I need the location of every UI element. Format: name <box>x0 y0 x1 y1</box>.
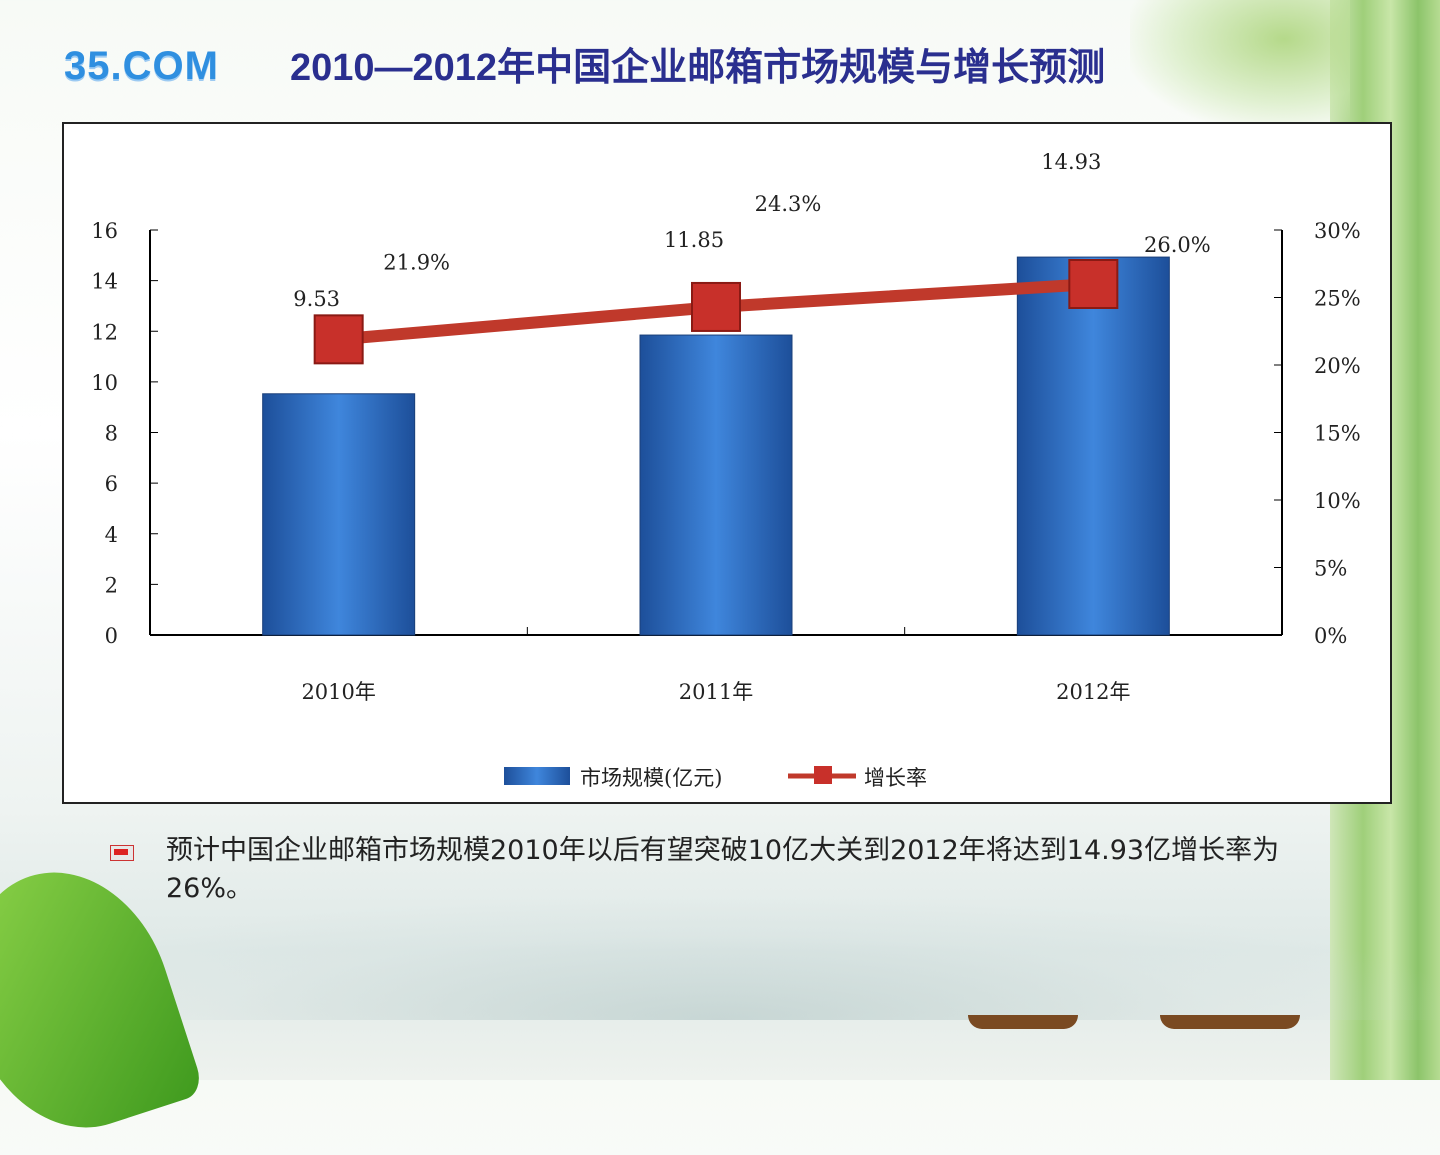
left-tick-label: 4 <box>105 523 118 547</box>
bar-2010年 <box>262 393 416 636</box>
category-label: 2012年 <box>1056 680 1130 704</box>
category-label: 2011年 <box>679 680 753 704</box>
chart-svg: 0 2 4 6 8 10 12 14 16 0% 5% 10% 15% 20% 25% 30% 2010年 201… <box>91 150 1361 790</box>
bamboo-leaves-decoration <box>1130 0 1350 130</box>
growth-rate-marker <box>1068 259 1119 309</box>
right-tick-label: 5% <box>1314 557 1347 581</box>
bar-2011年 <box>639 334 793 636</box>
boat-decoration <box>968 1015 1078 1029</box>
chart-container: 0 2 4 6 8 10 12 14 16 0% 5% 10% 15% 20% 25% 30% 2010年 201… <box>62 122 1392 804</box>
right-tick-label: 10% <box>1314 489 1361 513</box>
right-tick-label: 15% <box>1314 422 1361 446</box>
right-tick-label: 0% <box>1314 624 1347 648</box>
bar-value-label: 11.85 <box>664 228 724 252</box>
left-tick-label: 2 <box>105 573 118 597</box>
logo: 35.COM <box>64 44 219 88</box>
growth-rate-marker <box>313 314 364 365</box>
page-title: 2010—2012年中国企业邮箱市场规模与增长预测 <box>290 47 1106 89</box>
left-tick-label: 8 <box>105 422 118 446</box>
legend-marker-swatch <box>814 766 832 784</box>
growth-rate-marker <box>691 281 741 332</box>
growth-rate-label: 24.3% <box>755 192 822 216</box>
left-tick-label: 14 <box>91 270 118 294</box>
category-label: 2010年 <box>301 680 375 704</box>
left-tick-label: 0 <box>105 624 118 648</box>
left-tick-label: 12 <box>91 320 118 344</box>
right-tick-label: 30% <box>1314 219 1361 243</box>
legend-label-market-size: 市场规模(亿元) <box>580 766 722 790</box>
bullet-icon <box>110 845 134 861</box>
summary-text: 预计中国企业邮箱市场规模2010年以后有望突破10亿大关到2012年将达到14.… <box>166 835 1280 904</box>
left-tick-label: 6 <box>105 472 118 496</box>
mountain-decoration <box>0 900 1440 1020</box>
bar-2012年 <box>1016 256 1170 636</box>
legend-label-growth-rate: 增长率 <box>864 766 927 790</box>
boat-decoration <box>1160 1015 1300 1029</box>
bar-value-label: 14.93 <box>1041 150 1101 174</box>
legend-bar-swatch <box>504 767 570 785</box>
growth-rate-label: 21.9% <box>383 250 450 274</box>
bar-value-label: 9.53 <box>293 287 340 311</box>
right-tick-label: 20% <box>1314 354 1361 378</box>
right-tick-label: 25% <box>1314 287 1361 311</box>
left-tick-label: 16 <box>91 219 118 243</box>
growth-rate-label: 26.0% <box>1144 233 1211 257</box>
left-tick-label: 10 <box>91 371 118 395</box>
